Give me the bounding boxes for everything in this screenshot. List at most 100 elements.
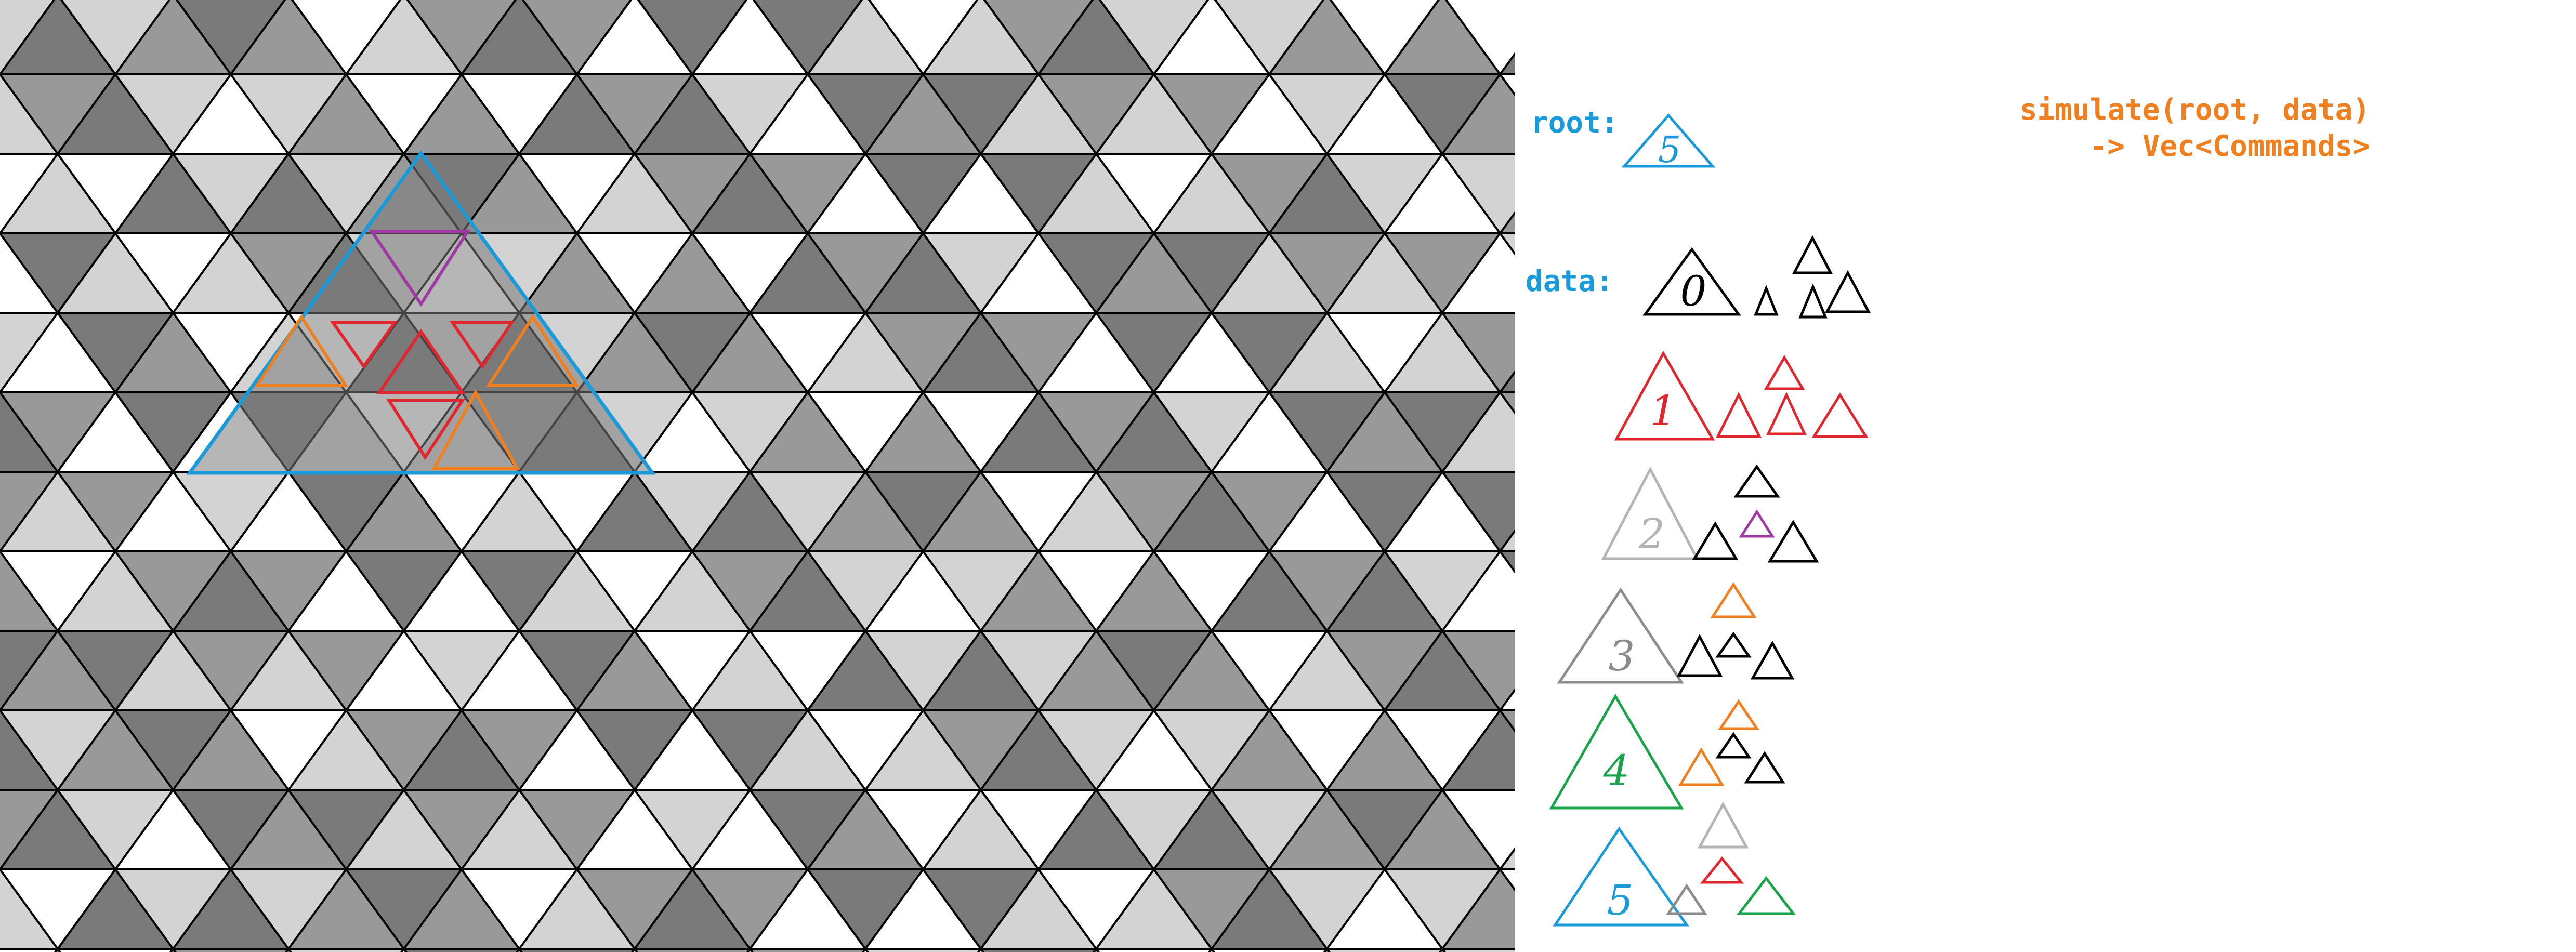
data-row-2-child-b: [1733, 464, 1780, 498]
data-row-1: 1: [1614, 350, 1869, 441]
highlight-red-up: [376, 328, 466, 394]
tile-triangle: [402, 948, 521, 952]
tile-triangle: [1558, 551, 1673, 631]
tile-triangle: [1498, 709, 1515, 733]
data-row-2-number: 2: [1638, 510, 1665, 558]
tile-triangle: [1558, 313, 1673, 392]
data-row-0-child-d: [1824, 270, 1871, 313]
highlight-purple-down: [369, 230, 471, 307]
data-row-1-child-b: [1764, 355, 1805, 390]
tile-triangle: [1444, 0, 1515, 76]
data-row-3-child-c: [1715, 631, 1752, 658]
data-row-5-child-a: [1697, 801, 1749, 849]
highlight-orange-right: [485, 314, 580, 387]
highlight-orange-left: [254, 314, 349, 387]
data-row-4-child-d: [1744, 751, 1785, 784]
tile-triangle: [1615, 949, 1731, 952]
tile-triangle: [1558, 949, 1673, 952]
data-label: data:: [1526, 265, 1613, 298]
tile-triangle: [1440, 471, 1515, 553]
data-row-2-child-c: [1739, 509, 1775, 538]
tile-triangle: [1558, 790, 1673, 869]
tile-triangle: [1498, 550, 1515, 574]
data-row-5-child-b: [1700, 856, 1744, 884]
highlight-red-down-3: [386, 399, 466, 460]
triangle-tiling: [0, 0, 1731, 952]
root-triangle: 5: [1621, 113, 1716, 171]
legend-panel: root: data: simulate(root, data) -> Vec<…: [1526, 93, 2370, 927]
tile-triangle: [748, 948, 868, 952]
highlight-red-down-1: [330, 321, 398, 369]
tile-triangle: [56, 948, 175, 952]
tile-triangle: [979, 948, 1098, 952]
data-row-1-number: 1: [1650, 387, 1677, 435]
tile-triangle: [1615, 0, 1731, 74]
tile-triangle: [1440, 312, 1515, 394]
data-row-2: 2: [1601, 464, 1819, 563]
data-row-3-child-b: [1676, 633, 1723, 677]
tile-triangle: [1440, 153, 1515, 235]
data-row-2-child-d: [1767, 520, 1819, 563]
root-region-outline: [186, 150, 656, 475]
signature-line-2: -> Vec<Commands>: [2090, 129, 2370, 163]
tile-triangle: [1558, 0, 1673, 74]
tile-triangle: [1498, 51, 1515, 75]
tile-triangle: [0, 948, 60, 952]
tile-triangle: [1498, 687, 1515, 711]
data-row-5-child-c: [1666, 883, 1707, 915]
data-row-1-main-triangle: [1614, 350, 1715, 441]
signature-line-1: simulate(root, data): [2020, 93, 2370, 127]
tile-triangle: [1615, 313, 1731, 392]
tile-triangle: [633, 948, 752, 952]
tile-triangle: [171, 948, 291, 952]
tile-triangle: [517, 948, 637, 952]
tile-triangle: [286, 948, 406, 952]
highlight-red-down-2: [449, 321, 515, 369]
data-row-0-number: 0: [1680, 267, 1707, 315]
tile-triangle: [1498, 391, 1515, 415]
data-row-2-child-a: [1692, 521, 1739, 560]
data-row-1-child-d: [1811, 392, 1869, 438]
data-row-3-child-a: [1710, 582, 1757, 618]
data-row-1-child-c: [1766, 392, 1807, 435]
tile-triangle: [1498, 528, 1515, 552]
root-triangle-number: 5: [1658, 128, 1681, 171]
data-row-0-child-a: [1754, 285, 1779, 316]
root-region-fill: [190, 153, 652, 473]
data-row-1-child-a: [1715, 392, 1762, 438]
data-row-3: 3: [1557, 582, 1795, 684]
data-row-3-child-d: [1750, 640, 1795, 680]
data-row-4-child-b: [1678, 747, 1725, 786]
tile-triangle: [1440, 630, 1515, 712]
root-triangle-shape: [1621, 113, 1716, 168]
tile-triangle: [1498, 369, 1515, 393]
tile-triangle: [863, 948, 983, 952]
tile-triangle: [1325, 948, 1444, 952]
data-row-5-number: 5: [1607, 876, 1634, 924]
tile-triangle: [1440, 948, 1515, 952]
tile-triangle: [1440, 789, 1515, 871]
tile-triangle: [1615, 790, 1731, 869]
tile-triangle: [1498, 210, 1515, 234]
tile-triangle: [1498, 868, 1515, 892]
data-row-0-child-b: [1792, 235, 1833, 274]
data-row-4-main-triangle: [1549, 694, 1684, 810]
data-row-5: 5: [1553, 801, 1796, 927]
data-row-5-child-d: [1736, 876, 1796, 915]
tile-triangle: [1094, 948, 1214, 952]
tile-triangle: [1210, 948, 1329, 952]
data-row-3-main-triangle: [1557, 587, 1684, 684]
tile-triangle: [1498, 232, 1515, 256]
data-row-4: 4: [1549, 694, 1785, 810]
data-row-0: 0: [1642, 235, 1871, 319]
data-row-0-main-triangle: [1642, 247, 1741, 316]
tile-triangle: [1498, 847, 1515, 870]
data-row-0-child-c: [1798, 283, 1828, 319]
data-row-3-number: 3: [1609, 632, 1635, 680]
highlight-overlay: [186, 150, 656, 475]
data-row-5-main-triangle: [1553, 826, 1689, 927]
data-row-4-child-c: [1715, 732, 1752, 759]
tile-triangle: [1500, 949, 1615, 952]
data-row-2-main-triangle: [1601, 466, 1700, 560]
